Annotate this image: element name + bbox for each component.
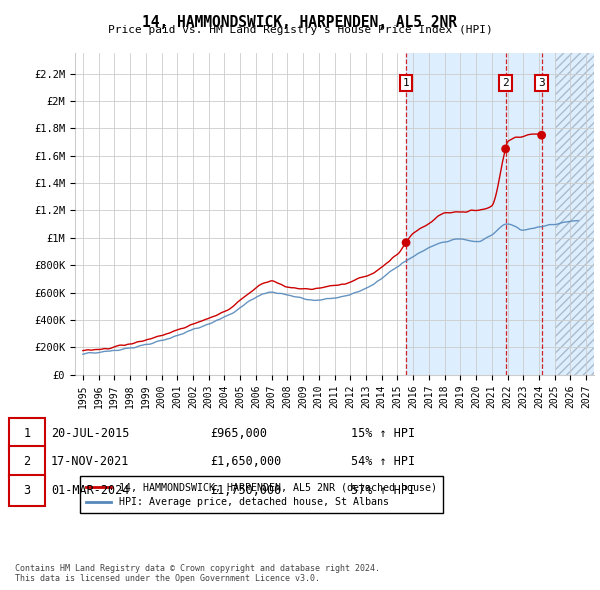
Text: 20-JUL-2015: 20-JUL-2015 — [51, 427, 130, 440]
Text: 54% ↑ HPI: 54% ↑ HPI — [351, 455, 415, 468]
Text: 57% ↑ HPI: 57% ↑ HPI — [351, 484, 415, 497]
Point — [537, 130, 547, 140]
Bar — [406, 53, 594, 375]
Point — [501, 144, 511, 153]
Bar — [554, 53, 594, 375]
Text: £1,650,000: £1,650,000 — [210, 455, 281, 468]
Text: £1,750,000: £1,750,000 — [210, 484, 281, 497]
Text: 2: 2 — [502, 78, 509, 88]
Text: 3: 3 — [538, 78, 545, 88]
Text: 3: 3 — [23, 484, 31, 497]
Text: 1: 1 — [23, 427, 31, 440]
Text: 14, HAMMONDSWICK, HARPENDEN, AL5 2NR: 14, HAMMONDSWICK, HARPENDEN, AL5 2NR — [143, 15, 458, 30]
Text: Contains HM Land Registry data © Crown copyright and database right 2024.
This d: Contains HM Land Registry data © Crown c… — [15, 563, 380, 583]
Legend: 14, HAMMONDSWICK, HARPENDEN, AL5 2NR (detached house), HPI: Average price, detac: 14, HAMMONDSWICK, HARPENDEN, AL5 2NR (de… — [80, 476, 443, 513]
Text: 01-MAR-2024: 01-MAR-2024 — [51, 484, 130, 497]
Text: 17-NOV-2021: 17-NOV-2021 — [51, 455, 130, 468]
Text: 1: 1 — [403, 78, 409, 88]
Text: Price paid vs. HM Land Registry's House Price Index (HPI): Price paid vs. HM Land Registry's House … — [107, 25, 493, 35]
Text: £965,000: £965,000 — [210, 427, 267, 440]
Text: 15% ↑ HPI: 15% ↑ HPI — [351, 427, 415, 440]
Point — [401, 238, 411, 247]
Text: 2: 2 — [23, 455, 31, 468]
